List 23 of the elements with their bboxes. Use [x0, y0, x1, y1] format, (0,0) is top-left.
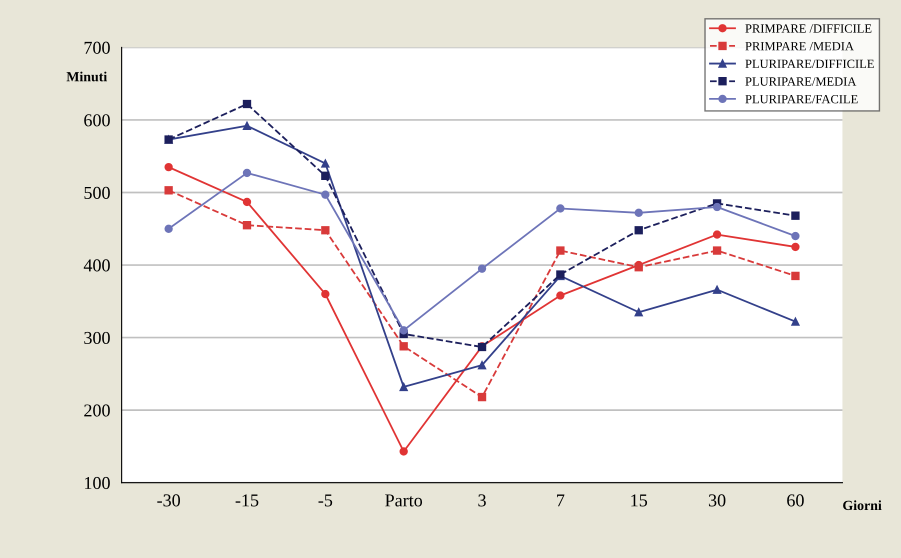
x-tick-label: -30: [157, 494, 180, 506]
y-tick-label: 400: [84, 259, 110, 272]
legend-label: PLURIPARE/FACILE: [745, 94, 858, 104]
y-tick-label: 700: [84, 42, 110, 54]
x-tick-label: Parto: [385, 494, 422, 506]
x-tick-label: -5: [318, 494, 332, 506]
x-tick-label: -15: [236, 494, 258, 506]
legend-label: PLURIPARE/DIFFICILE: [745, 60, 874, 68]
y-tick-label: 500: [84, 186, 110, 199]
x-tick-label: 30: [708, 494, 726, 506]
y-tick-label: 200: [84, 404, 110, 417]
y-tick-label: 600: [84, 114, 110, 126]
legend-label: PRIMPARE /DIFFICILE: [745, 24, 872, 33]
x-tick-label: 60: [787, 494, 804, 506]
y-tick-label: 100: [85, 476, 110, 490]
x-tick-label: 15: [631, 494, 648, 506]
x-tick-label: 7: [557, 494, 564, 506]
legend-label: PRIMPARE /MEDIA: [745, 42, 854, 50]
legend-label: PLURIPARE/MEDIA: [745, 77, 856, 86]
y-axis-title: Minuti: [66, 72, 108, 82]
y-tick-label: 300: [84, 332, 110, 344]
x-tick-label: 3: [478, 494, 486, 506]
x-axis-title: Giorni: [843, 500, 882, 510]
